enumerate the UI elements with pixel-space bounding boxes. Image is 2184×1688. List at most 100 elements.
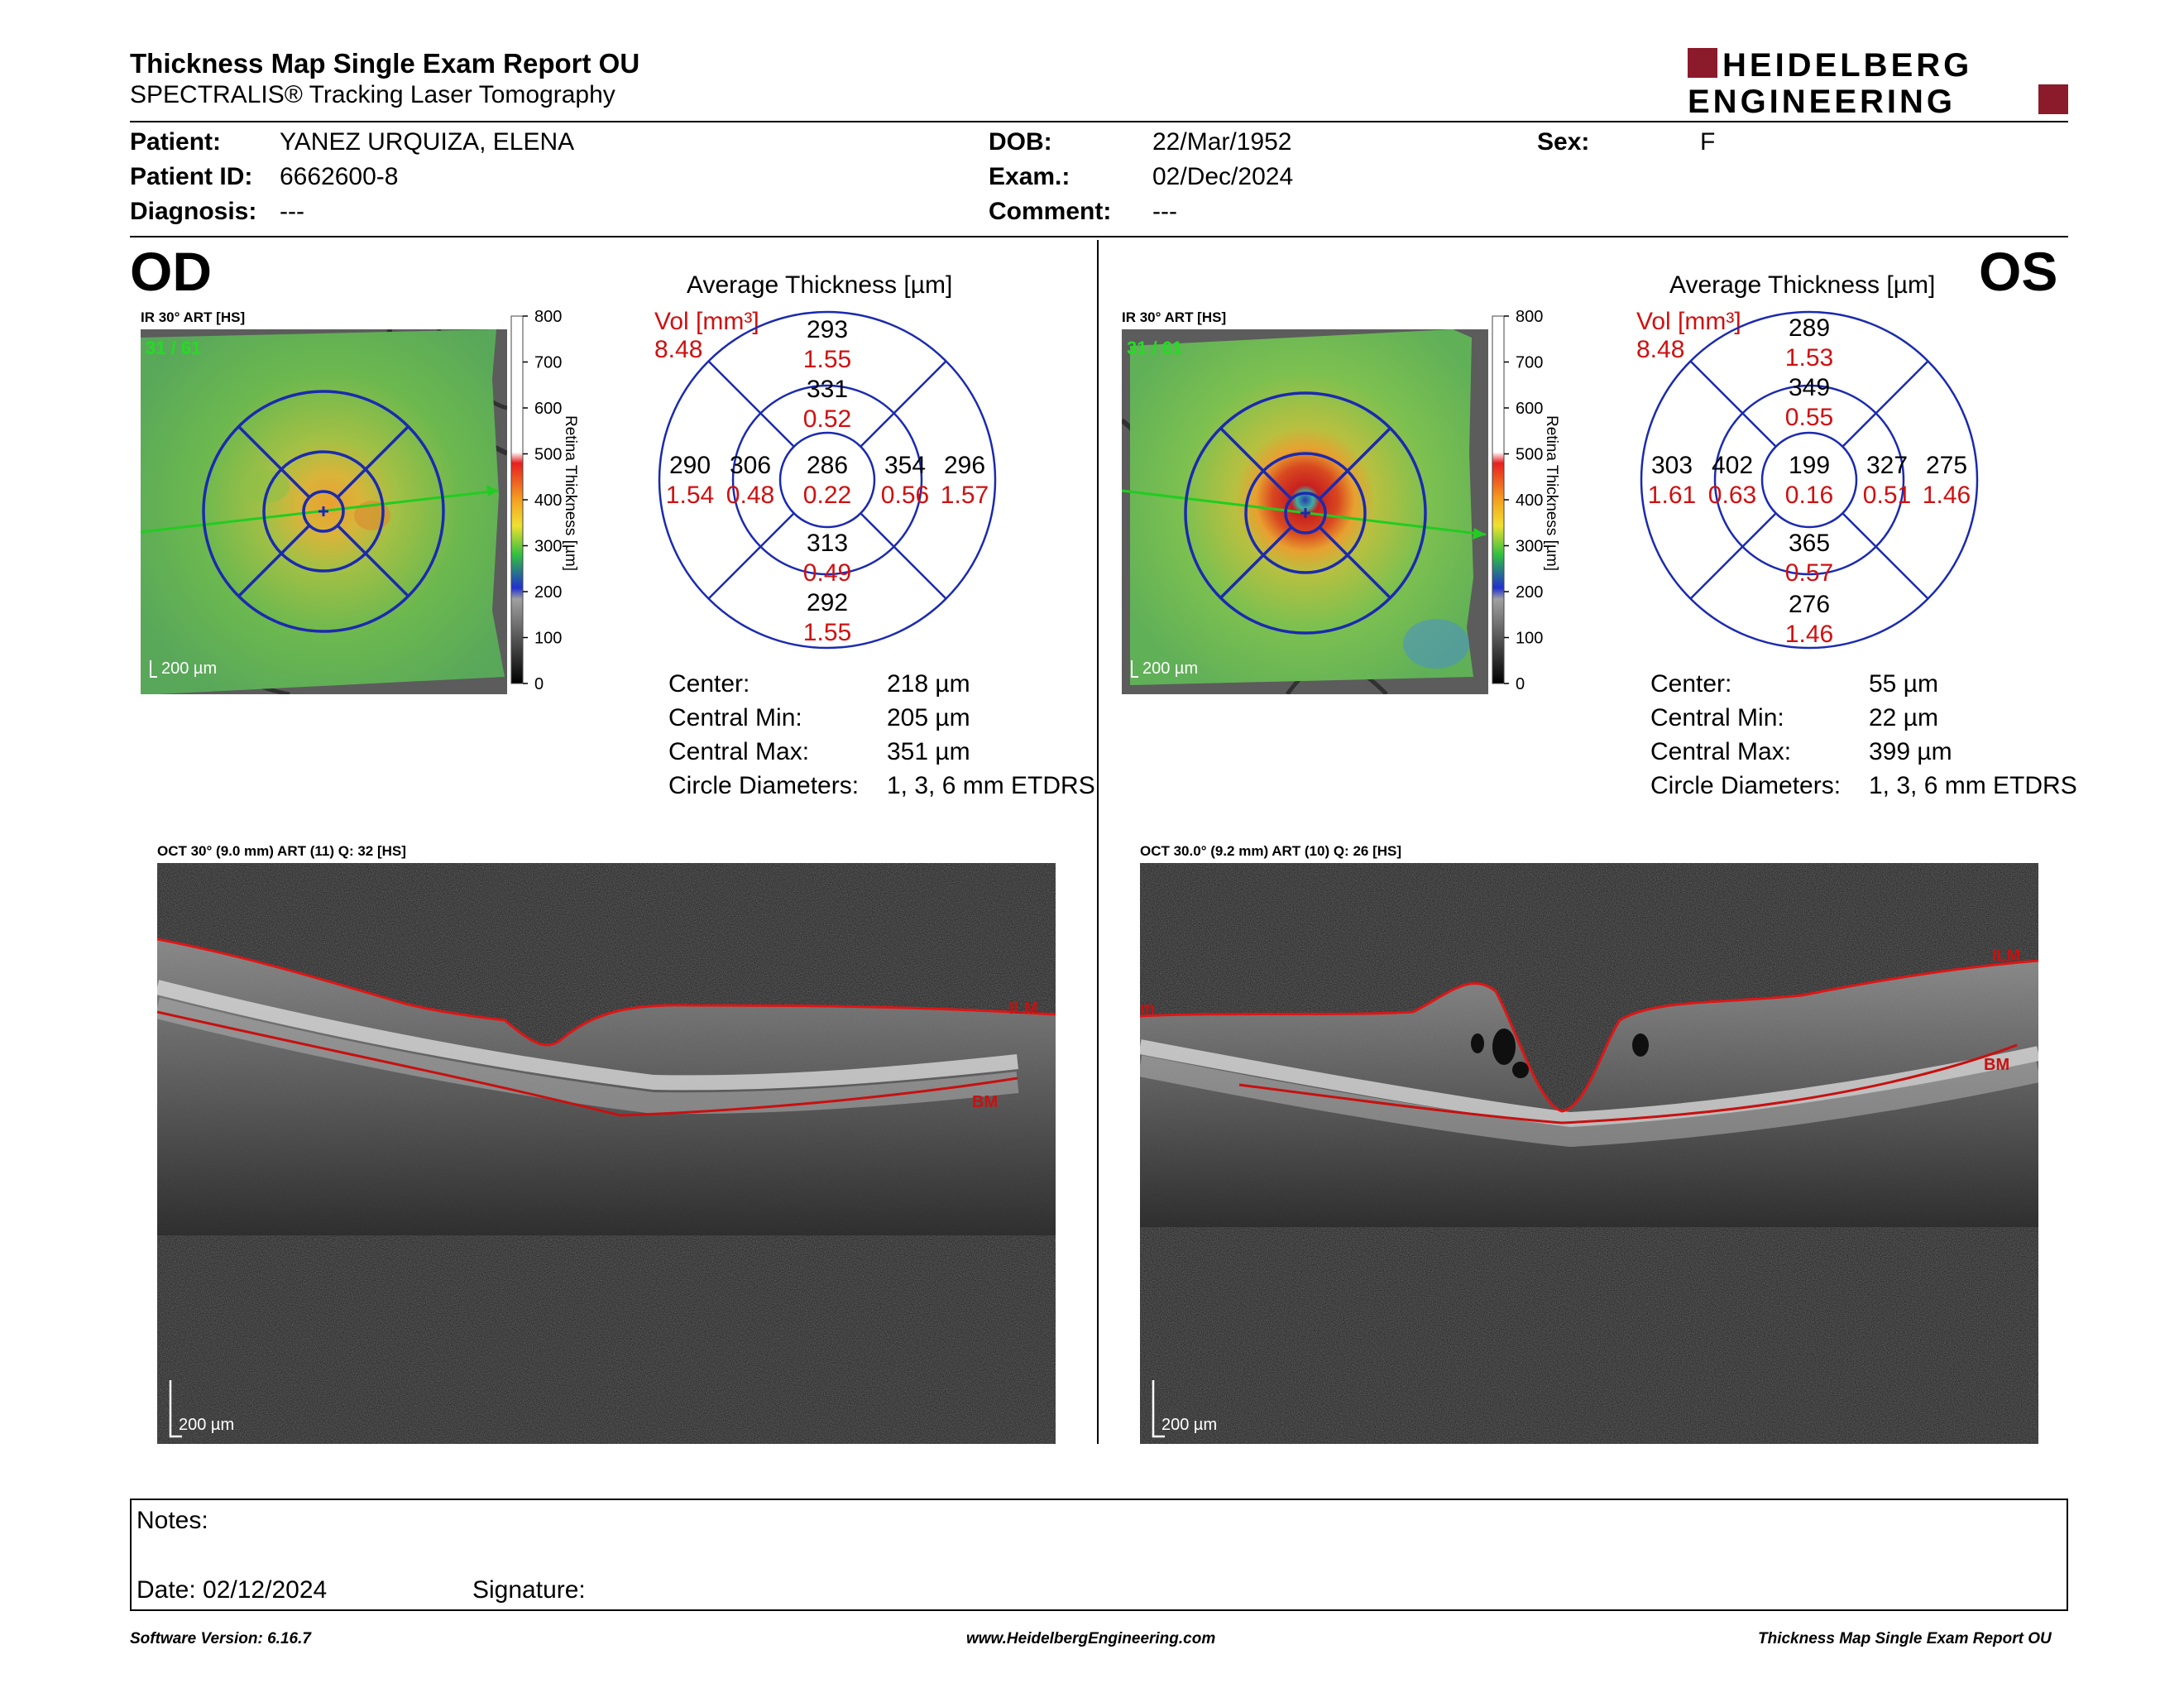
comment: ---: [1152, 198, 1177, 225]
date-label: Date: 02/12/2024: [136, 1576, 328, 1604]
os-thickness-map: 31 / 61 200 µm: [1122, 329, 1488, 694]
patient-label: Patient:: [130, 128, 222, 156]
os-cmax-label: Central Max:: [1650, 738, 1792, 765]
od-oct-bscan: ILM BM 200 µm: [157, 863, 1056, 1444]
od-outer-right-vol: 1.57: [941, 482, 989, 509]
colorbar-tick-label: 200: [1516, 583, 1543, 602]
notes-box[interactable]: Notes: Date: 02/12/2024 Signature:: [130, 1499, 2068, 1611]
brand-line2: ENGINEERING: [1688, 84, 1956, 116]
colorbar-tick-label: 0: [534, 675, 544, 693]
os-inner-top: 349: [1789, 374, 1830, 401]
od-circ-value: 1, 3, 6 mm ETDRS: [887, 772, 1095, 799]
os-outer-top: 289: [1789, 314, 1830, 342]
os-center: 199: [1789, 452, 1830, 479]
footer-report-name: Thickness Map Single Exam Report OU: [1758, 1630, 2052, 1647]
od-oct-label: OCT 30° (9.0 mm) ART (11) Q: 32 [HS]: [157, 843, 406, 859]
od-inner-right-vol: 0.56: [881, 482, 929, 509]
od-cmin-label: Central Min:: [668, 704, 802, 731]
colorbar-tick-label: 600: [1516, 400, 1543, 418]
od-scale: 200 µm: [161, 659, 217, 678]
signature-label: Signature:: [472, 1576, 586, 1604]
os-ilm-left-label: m: [1140, 1000, 1155, 1018]
colorbar-tick-label: 100: [534, 630, 562, 648]
od-avg-title: Average Thickness [µm]: [687, 271, 953, 299]
os-ilm-label: ILM: [1992, 947, 2020, 965]
os-inner-bottom-vol: 0.57: [1785, 559, 1833, 587]
os-circ-label: Circle Diameters:: [1650, 772, 1842, 799]
colorbar-tick-label: 300: [1516, 538, 1543, 556]
od-circ-label: Circle Diameters:: [668, 772, 860, 799]
patient-name: YANEZ URQUIZA, ELENA: [280, 128, 575, 156]
colorbar-tick-label: 300: [534, 538, 562, 556]
os-outer-bottom: 276: [1789, 591, 1830, 618]
od-etdrs-grid: 293 1.55 331 0.52 290 1.54 306 0.48 286 …: [658, 310, 997, 650]
colorbar-tick-label: 200: [534, 583, 562, 602]
od-stats: Center: 218 µm Central Min: 205 µm Centr…: [668, 670, 1115, 811]
diagnosis-label: Diagnosis:: [130, 198, 257, 225]
colorbar-tick-label: 800: [1516, 308, 1543, 326]
od-ilm-label: ILM: [1009, 1000, 1037, 1018]
od-ir-label: IR 30° ART [HS]: [141, 309, 246, 325]
od-oct-scale: 200 µm: [179, 1416, 234, 1434]
website-link[interactable]: www.HeidelbergEngineering.com: [966, 1630, 1216, 1647]
info-divider: [130, 236, 2068, 237]
os-colorbar: 800 700 600 500 400 300 200 100 0 Retina Thickne…: [1492, 308, 1560, 693]
od-outer-left-vol: 1.54: [666, 482, 714, 509]
od-vol-label: Vol [mm³]: [654, 308, 759, 335]
od-inner-right: 354: [884, 452, 926, 479]
od-center-value: 218 µm: [887, 670, 970, 698]
dob-label: DOB:: [989, 128, 1052, 156]
od-colorbar: 800 700 600 500 400 300 200 100 0 Retina Thickne…: [510, 308, 579, 693]
sex-label: Sex:: [1537, 128, 1590, 156]
os-inner-bottom: 365: [1789, 530, 1830, 557]
colorbar-tick-label: 700: [534, 354, 562, 372]
heidelberg-logo: HEIDELBERG ENGINEERING: [1688, 47, 2068, 116]
os-frames: 31 / 61: [1127, 338, 1182, 358]
od-frames: 31 / 61: [146, 338, 201, 358]
os-cmin-label: Central Min:: [1650, 704, 1784, 731]
colorbar-tick-label: 500: [534, 446, 562, 464]
od-colorbar-label: Retina Thickness [µm]: [562, 415, 579, 571]
os-circ-value: 1, 3, 6 mm ETDRS: [1869, 772, 2077, 799]
colorbar-tick-label: 400: [534, 492, 562, 510]
od-center-label: Center:: [668, 670, 750, 698]
od-cmax-label: Central Max:: [668, 738, 810, 765]
report-subtitle: SPECTRALIS® Tracking Laser Tomography: [130, 81, 615, 108]
comment-label: Comment:: [989, 198, 1112, 225]
od-label: OD: [130, 241, 212, 302]
od-inner-left-vol: 0.48: [726, 482, 774, 509]
od-thickness-map: 31 / 61 200 µm: [141, 329, 507, 694]
dob: 22/Mar/1952: [1152, 128, 1292, 156]
os-avg-title: Average Thickness [µm]: [1669, 271, 1936, 299]
od-outer-bottom-vol: 1.55: [803, 619, 851, 646]
colorbar-tick-label: 100: [1516, 630, 1543, 648]
patient-id-label: Patient ID:: [130, 163, 253, 190]
od-outer-left: 290: [669, 452, 711, 479]
colorbar-tick-label: 700: [1516, 354, 1543, 372]
os-outer-bottom-vol: 1.46: [1785, 621, 1833, 648]
colorbar-tick-label: 600: [534, 400, 562, 418]
od-cmin-value: 205 µm: [887, 704, 970, 731]
os-center-vol: 0.16: [1785, 482, 1833, 509]
diagnosis: ---: [280, 198, 304, 225]
header-divider: [130, 121, 2068, 122]
patient-id: 6662600-8: [280, 163, 399, 190]
os-oct-scale: 200 µm: [1161, 1416, 1217, 1434]
notes-label: Notes:: [136, 1507, 208, 1534]
os-center-value: 55 µm: [1869, 670, 1938, 698]
os-inner-left: 402: [1712, 452, 1753, 479]
od-cmax-value: 351 µm: [887, 738, 970, 765]
od-center: 286: [807, 452, 848, 479]
os-center-label: Center:: [1650, 670, 1732, 698]
os-ir-label: IR 30° ART [HS]: [1122, 309, 1227, 325]
os-vol-value: 8.48: [1636, 336, 1685, 363]
os-inner-right: 327: [1866, 452, 1908, 479]
os-inner-top-vol: 0.55: [1785, 404, 1833, 431]
od-inner-left: 306: [730, 452, 771, 479]
od-outer-bottom: 292: [807, 589, 848, 616]
colorbar-tick-label: 0: [1516, 675, 1525, 693]
os-inner-right-vol: 0.51: [1863, 482, 1911, 509]
os-colorbar-label: Retina Thickness [µm]: [1543, 415, 1560, 571]
os-cmin-value: 22 µm: [1869, 704, 1938, 731]
os-scale: 200 µm: [1142, 659, 1198, 678]
